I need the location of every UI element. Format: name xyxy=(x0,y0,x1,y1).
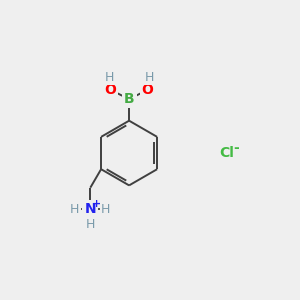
Text: N: N xyxy=(85,202,96,216)
Text: -: - xyxy=(233,141,239,155)
Text: H: H xyxy=(70,203,80,216)
Text: O: O xyxy=(105,83,117,97)
Text: Cl: Cl xyxy=(219,146,234,160)
Text: H: H xyxy=(101,203,110,216)
Text: H: H xyxy=(85,218,95,231)
Text: H: H xyxy=(104,71,114,84)
Text: B: B xyxy=(124,92,134,106)
Text: O: O xyxy=(142,83,154,97)
Text: H: H xyxy=(144,71,154,84)
Text: +: + xyxy=(92,199,101,209)
